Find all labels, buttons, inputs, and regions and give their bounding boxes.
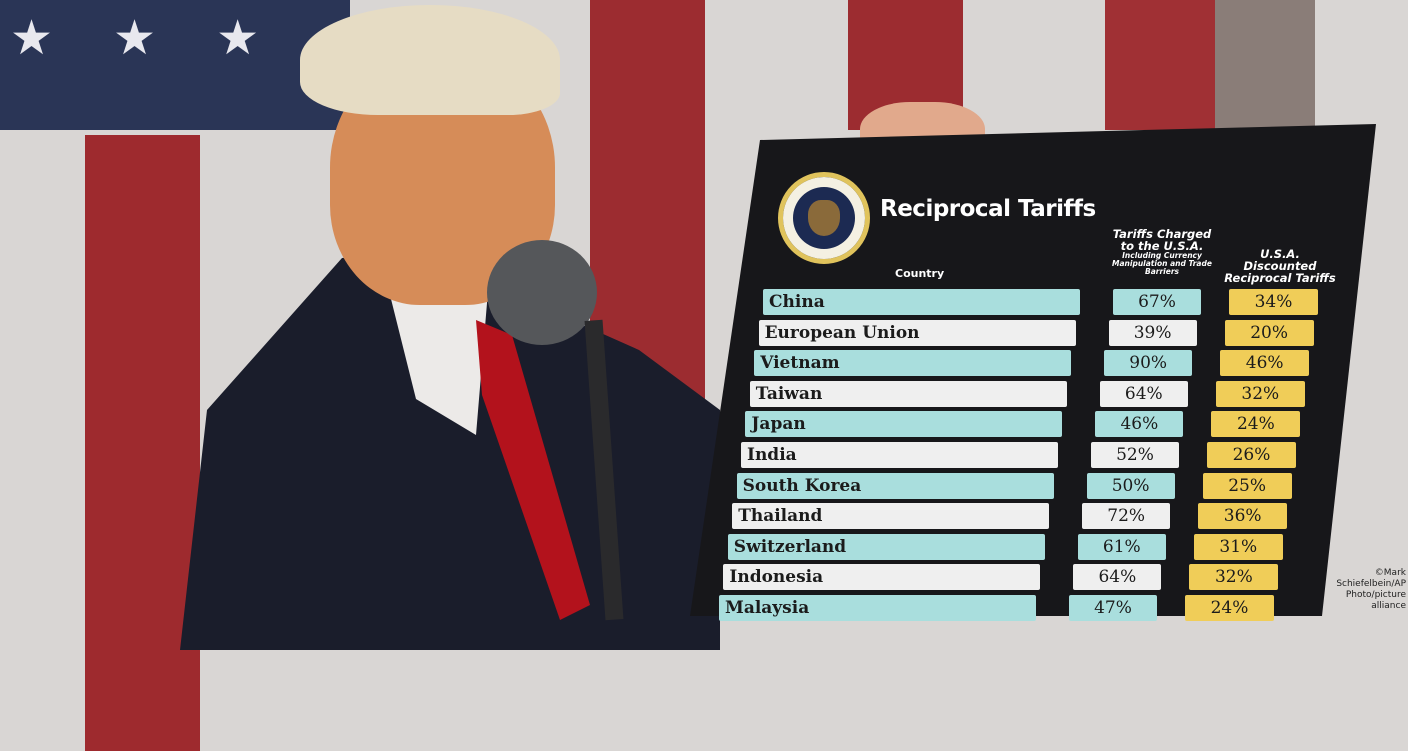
reciprocal-cell: 26% [1207,442,1296,468]
country-cell: Vietnam [754,350,1072,377]
country-cell: South Korea [736,472,1054,499]
flag-stripe [85,135,200,751]
header-country: Country [895,267,945,280]
header-charged-sub: Including Currency Manipulation and Trad… [1112,251,1212,276]
country-cell: Malaysia [719,595,1036,621]
country-cell: European Union [758,319,1076,346]
charged-cell: 39% [1108,319,1197,346]
header-charged: Tariffs Charged to the U.S.A. Including … [1112,228,1212,276]
reciprocal-cell: 25% [1202,472,1292,499]
charged-cell: 46% [1095,411,1184,438]
reciprocal-cell: 20% [1224,319,1314,346]
charged-cell: 47% [1069,595,1157,621]
country-cell: China [763,289,1080,315]
reciprocal-cell: 32% [1189,564,1279,591]
charged-cell: 64% [1073,564,1162,591]
microphone [487,240,597,345]
photo-credit: ©Mark Schiefelbein/AP Photo/picture alli… [1336,568,1406,611]
charged-cell: 72% [1082,503,1171,530]
charged-cell: 90% [1104,350,1193,377]
charged-cell: 64% [1099,380,1188,407]
header-reciprocal: U.S.A. Discounted Reciprocal Tariffs [1224,247,1336,286]
reciprocal-cell: 36% [1198,503,1288,530]
flag-stripe [1105,0,1215,130]
country-cell: Switzerland [727,533,1045,560]
charged-cell: 61% [1077,533,1166,560]
charged-cell: 52% [1091,442,1179,468]
country-cell: India [741,442,1058,468]
charged-cell: 67% [1113,289,1201,315]
country-cell: Indonesia [723,564,1041,591]
board-title: Reciprocal Tariffs [880,196,1096,222]
reciprocal-cell: 24% [1185,595,1274,621]
charged-cell: 50% [1086,472,1175,499]
country-cell: Japan [745,411,1063,438]
eagle-icon [808,200,840,236]
reciprocal-cell: 24% [1211,411,1301,438]
reciprocal-cell: 34% [1229,289,1318,315]
speaker-hair [300,5,560,115]
reciprocal-cell: 31% [1193,533,1283,560]
flag-stripe [1215,0,1315,130]
reciprocal-cell: 32% [1215,380,1305,407]
flag-canton [0,0,350,130]
header-charged-title: Tariffs Charged to the U.S.A. [1112,227,1212,254]
country-cell: Taiwan [749,380,1067,407]
flag-stars: ★★★ [10,10,320,66]
country-cell: Thailand [732,503,1050,530]
reciprocal-cell: 46% [1220,350,1310,377]
